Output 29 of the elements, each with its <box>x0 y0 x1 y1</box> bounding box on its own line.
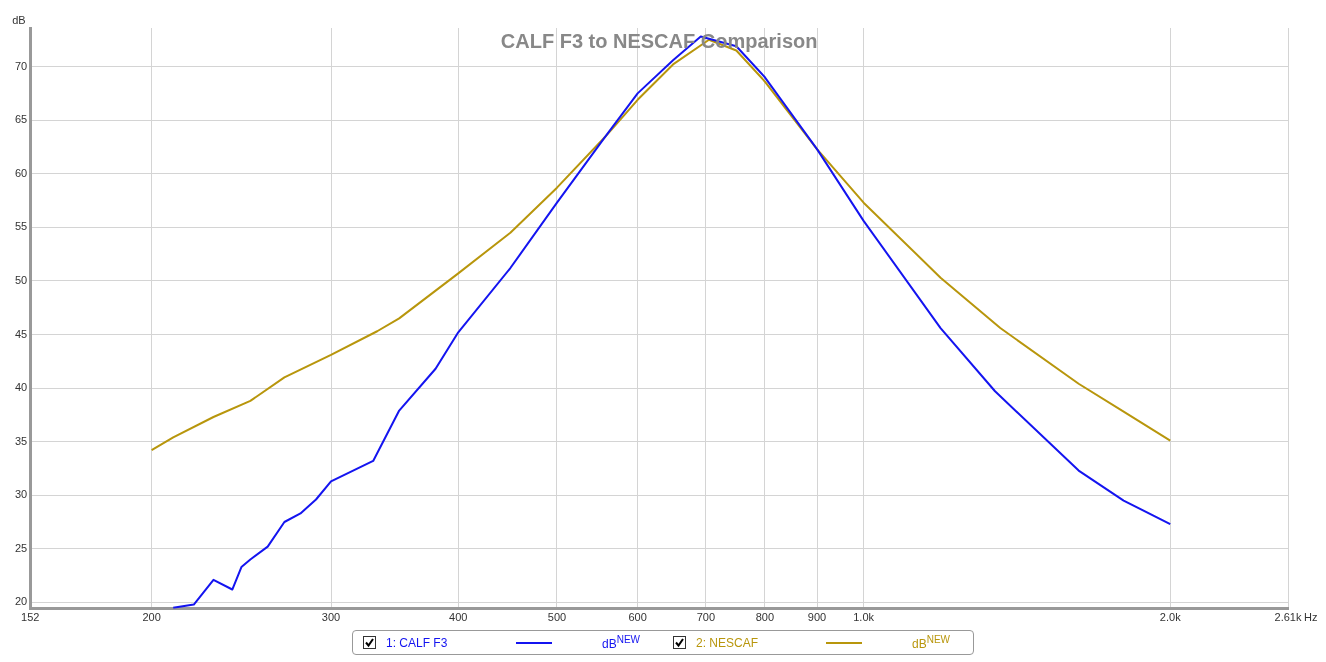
x-tick-label: 152 <box>21 611 40 624</box>
y-axis-title: dB <box>12 13 26 26</box>
text: dB$^{NEW}$ <box>602 634 641 651</box>
y-tick-label: 60 <box>14 166 28 179</box>
y-tick-label: 45 <box>14 327 28 340</box>
y-tick-label: 65 <box>14 113 28 126</box>
text: 1: CALF F3 <box>386 635 449 650</box>
x-tick-label: 2.0k <box>1159 611 1182 624</box>
x-tick-label: 400 <box>449 611 468 624</box>
x-tick-label: 2.61k <box>1274 611 1302 624</box>
y-tick-label: 25 <box>14 541 28 554</box>
x-tick-label: 200 <box>142 611 161 624</box>
y-tick-label: 30 <box>14 488 28 501</box>
y-tick-label: 40 <box>14 381 28 394</box>
x-axis-title: Hz <box>1304 611 1318 624</box>
x-tick-label: 800 <box>755 611 775 624</box>
y-tick-label: 55 <box>14 220 28 233</box>
y-tick-label: 50 <box>14 273 28 286</box>
x-tick-label: 1.0k <box>853 611 875 624</box>
text: dB$^{NEW}$ <box>912 634 951 651</box>
y-tick-label: 70 <box>14 59 28 72</box>
x-tick-label: 600 <box>628 611 647 624</box>
y-tick-label: 20 <box>14 595 28 608</box>
x-tick-label: 300 <box>321 611 341 624</box>
text: 2: NESCAF <box>696 635 759 650</box>
y-tick-label: 35 <box>14 434 28 447</box>
x-tick-label: 900 <box>807 611 827 624</box>
x-tick-label: 700 <box>696 611 716 624</box>
x-tick-label: 500 <box>547 611 567 624</box>
